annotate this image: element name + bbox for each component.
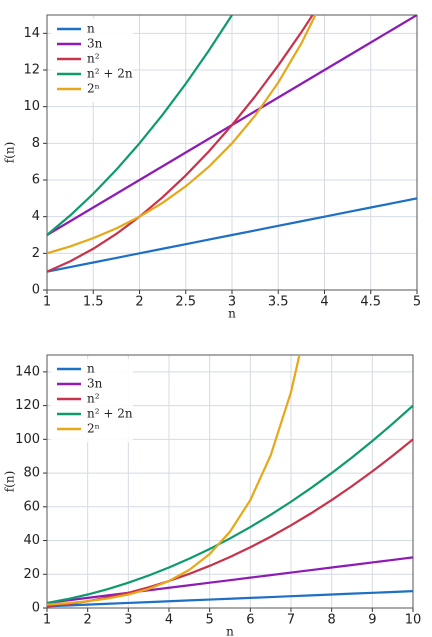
legend-label: n — [87, 362, 95, 376]
y-tick-label: 100 — [15, 432, 40, 447]
y-tick-label: 20 — [23, 567, 40, 582]
y-tick-label: 80 — [23, 466, 40, 481]
x-tick-label: 1.5 — [83, 295, 104, 310]
series-line — [47, 15, 234, 236]
series-line — [47, 15, 317, 255]
y-axis-label: f(n) — [3, 471, 17, 493]
x-tick-label: 8 — [328, 613, 336, 628]
legend-label: n — [87, 22, 95, 36]
legend-label: 3n — [87, 37, 103, 51]
plot-lines — [47, 355, 413, 608]
y-axis-label: f(n) — [3, 142, 17, 164]
series-line — [47, 404, 413, 605]
y-tick-label: 2 — [32, 246, 40, 261]
y-tick-label: 0 — [32, 601, 40, 616]
x-tick-label: 3.5 — [268, 295, 289, 310]
y-tick-label: 4 — [32, 209, 40, 224]
x-tick-label: 5 — [206, 613, 214, 628]
y-tick-label: 60 — [23, 499, 40, 514]
y-tick-label: 6 — [32, 173, 40, 188]
series-line — [47, 355, 301, 606]
legend-label: n² — [87, 52, 100, 66]
plot-frame — [46, 354, 414, 609]
y-tick-label: 40 — [23, 533, 40, 548]
x-tick-label: 7 — [287, 613, 295, 628]
x-tick-label: 1 — [43, 613, 51, 628]
y-tick-label: 0 — [32, 283, 40, 298]
x-tick-label: 3 — [124, 613, 132, 628]
y-tick-label: 140 — [15, 364, 40, 379]
x-tick-label: 4 — [165, 613, 173, 628]
legend-label: 3n — [87, 377, 103, 391]
x-tick-label: 3 — [228, 295, 236, 310]
series-line — [47, 590, 413, 608]
x-tick-label: 10 — [405, 613, 422, 628]
legend-label: n² + 2n — [87, 407, 133, 421]
legend-label: n² — [87, 392, 100, 406]
x-tick-label: 2 — [135, 295, 143, 310]
y-tick-label: 120 — [15, 398, 40, 413]
x-tick-label: 9 — [368, 613, 376, 628]
x-tick-label: 2 — [84, 613, 92, 628]
x-axis-label: n — [226, 625, 234, 637]
y-tick-label: 10 — [23, 99, 40, 114]
series-line — [47, 556, 413, 605]
legend-box — [51, 19, 133, 102]
y-tick-label: 14 — [23, 26, 40, 41]
x-tick-label: 2.5 — [175, 295, 196, 310]
plot-lines — [47, 15, 417, 273]
legend-label: 2ⁿ — [87, 422, 100, 436]
x-tick-label: 4.5 — [360, 295, 381, 310]
x-tick-label: 5 — [413, 295, 421, 310]
x-tick-label: 4 — [320, 295, 328, 310]
series-line — [47, 197, 417, 273]
legend-label: n² + 2n — [87, 67, 133, 81]
x-axis-label: n — [228, 307, 236, 321]
x-tick-label: 6 — [246, 613, 254, 628]
x-tick-label: 1 — [43, 295, 51, 310]
series-line — [47, 15, 314, 273]
y-tick-label: 8 — [32, 136, 40, 151]
legend-box — [51, 359, 133, 442]
legend-label: 2ⁿ — [87, 82, 100, 96]
y-tick-label: 12 — [23, 63, 40, 78]
